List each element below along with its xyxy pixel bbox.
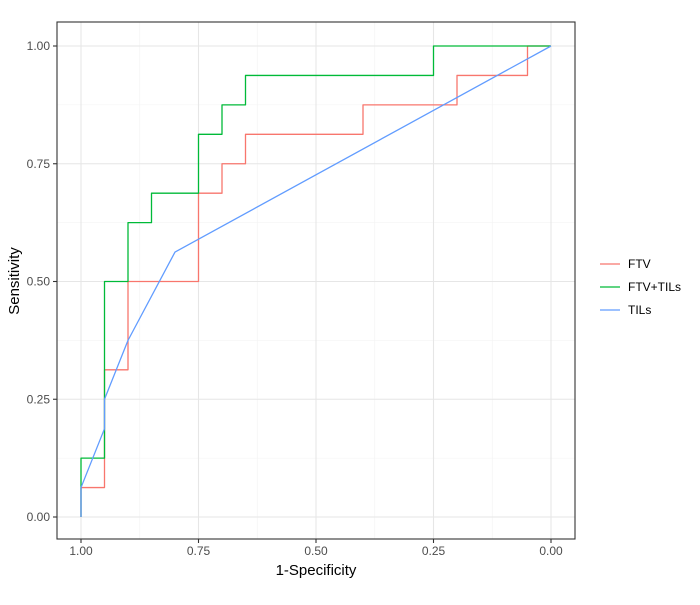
x-axis: 1.00 0.75 0.50 0.25 0.00 <box>69 539 563 558</box>
legend: FTV FTV+TILs TILs <box>600 257 681 317</box>
series-line-tils <box>80 45 552 517</box>
x-tick-label: 1.00 <box>69 544 93 558</box>
y-tick-label: 0.00 <box>27 510 51 524</box>
legend-label: FTV <box>628 257 651 271</box>
legend-item-tils: TILs <box>600 303 651 317</box>
y-axis: 0.00 0.25 0.50 0.75 1.00 <box>27 39 57 524</box>
y-tick-label: 0.75 <box>27 157 51 171</box>
series-line-ftv-tils <box>80 45 551 517</box>
x-tick-label: 0.25 <box>422 544 446 558</box>
legend-item-ftv: FTV <box>600 257 651 271</box>
x-axis-label: 1-Specificity <box>276 562 357 579</box>
x-tick-label: 0.00 <box>539 544 563 558</box>
y-tick-label: 0.25 <box>27 392 51 406</box>
x-tick-label: 0.50 <box>304 544 328 558</box>
series-lines <box>80 45 552 517</box>
y-tick-label: 0.50 <box>27 275 51 289</box>
y-tick-label: 1.00 <box>27 39 51 53</box>
legend-label: TILs <box>628 303 651 317</box>
x-tick-label: 0.75 <box>187 544 211 558</box>
legend-label: FTV+TILs <box>628 280 681 294</box>
legend-item-ftv-tils: FTV+TILs <box>600 280 681 294</box>
y-axis-label: Sensitivity <box>6 247 23 315</box>
